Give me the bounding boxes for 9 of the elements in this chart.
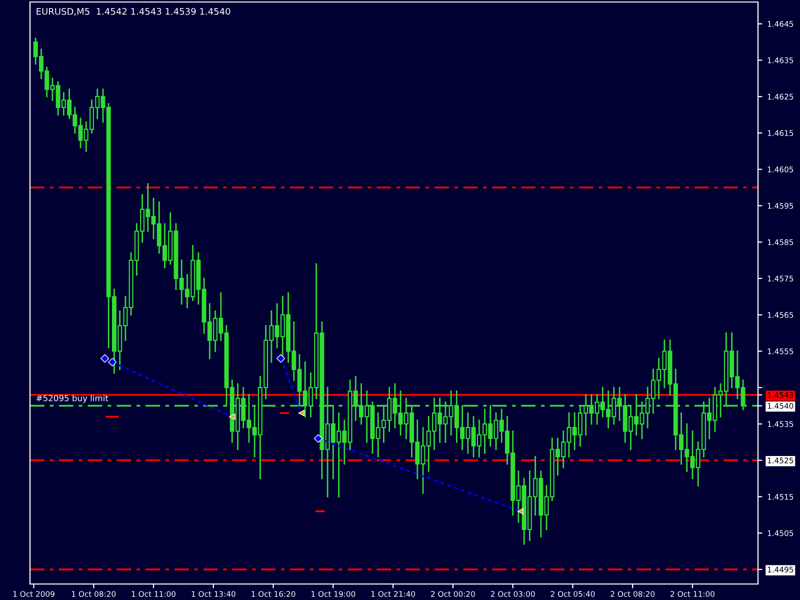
point	[108, 358, 117, 366]
ref-line-label: #52095 buy limit	[36, 394, 108, 403]
point	[314, 434, 322, 443]
text: EURUSD,M5 1.4542 1.4543 1.4539 1.4540	[36, 8, 230, 16]
point	[276, 354, 286, 363]
point	[100, 354, 110, 363]
point	[228, 414, 236, 420]
point	[517, 508, 524, 514]
point	[298, 410, 304, 416]
